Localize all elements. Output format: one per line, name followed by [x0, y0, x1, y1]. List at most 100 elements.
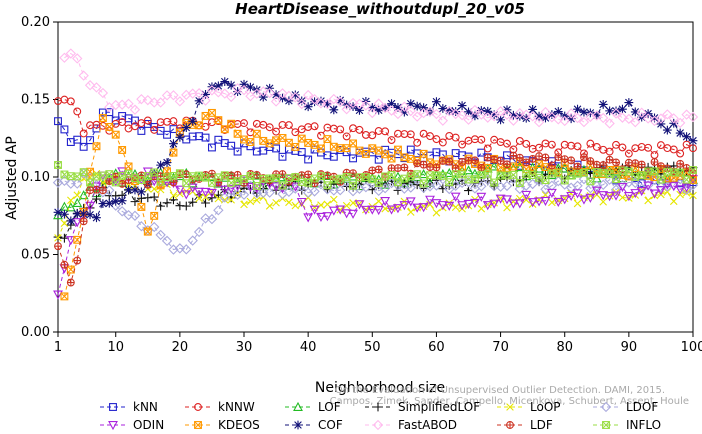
- legend-marker: [109, 403, 117, 411]
- data-point-loop: [317, 201, 325, 209]
- data-point-kdeos: [689, 176, 697, 184]
- data-point-ldf: [567, 156, 575, 164]
- data-point-inflo: [195, 171, 203, 180]
- data-point-ldof: [501, 180, 513, 192]
- data-point-kdeos: [592, 170, 601, 178]
- data-point-knn: [413, 149, 422, 158]
- data-point-knnw: [586, 139, 595, 148]
- data-point-knnw: [381, 127, 390, 136]
- data-point-kdeos: [368, 144, 377, 153]
- data-point-ldof: [360, 182, 372, 193]
- chart-title: HeartDisease_withoutdupl_20_v05: [235, 0, 525, 18]
- data-point-kdeos: [361, 149, 370, 158]
- data-point-loop: [67, 196, 75, 205]
- data-point-kdeos: [227, 119, 236, 128]
- data-point-kdeos: [98, 114, 107, 122]
- data-point-inflo: [124, 169, 133, 178]
- data-point-kdeos: [496, 163, 505, 172]
- data-point-inflo: [516, 179, 524, 187]
- legend-item-cof: COF: [285, 418, 343, 432]
- data-point-ldof: [123, 209, 134, 221]
- data-point-cof: [547, 110, 557, 119]
- data-point-ldf: [439, 157, 447, 165]
- data-point-cof: [509, 110, 518, 120]
- data-point-cof: [104, 198, 114, 208]
- data-point-inflo: [291, 173, 300, 181]
- data-point-knn: [374, 155, 383, 164]
- data-point-fastabod: [476, 109, 487, 120]
- data-point-inflo: [227, 179, 235, 187]
- data-point-ldf: [182, 170, 190, 178]
- data-point-cof: [553, 107, 563, 116]
- data-point-ldf: [657, 162, 665, 170]
- data-point-cof: [399, 107, 409, 117]
- data-point-ldf: [542, 154, 549, 161]
- data-point-inflo: [182, 179, 191, 188]
- data-point-inflo: [676, 168, 685, 177]
- data-point-odin: [463, 199, 474, 210]
- data-point-odin: [354, 200, 365, 210]
- data-point-loop: [150, 185, 159, 193]
- data-point-inflo: [310, 174, 319, 183]
- data-point-knnw: [624, 149, 633, 158]
- legend-marker: [506, 421, 514, 429]
- data-point-loop: [451, 203, 460, 211]
- data-point-loop: [195, 194, 203, 203]
- data-point-fastabod: [482, 112, 493, 123]
- data-point-loop: [618, 193, 627, 202]
- data-point-ldf: [298, 171, 306, 179]
- data-point-fastabod: [559, 115, 570, 127]
- legend-label: LOF: [318, 400, 341, 414]
- data-point-knnw: [60, 95, 69, 104]
- legend: kNN kNNW LOF SimplifiedLOF LoOP LDOF ODIN KDEOS…: [100, 400, 661, 432]
- data-point-simplifiedlof: [464, 186, 473, 196]
- data-point-fastabod: [687, 111, 699, 123]
- data-point-inflo: [682, 175, 691, 184]
- data-point-kdeos: [201, 112, 210, 120]
- data-point-knnw: [451, 133, 460, 142]
- data-point-cof: [380, 103, 390, 113]
- data-point-loop: [669, 197, 678, 206]
- data-point-kdeos: [253, 129, 261, 138]
- data-point-ldf: [458, 158, 466, 166]
- data-point-odin: [521, 190, 532, 201]
- data-point-knnw: [355, 125, 364, 134]
- legend-marker: [108, 421, 118, 431]
- data-point-kdeos: [150, 211, 159, 220]
- data-point-fastabod: [623, 113, 635, 125]
- data-point-cof: [457, 101, 467, 110]
- data-point-fastabod: [444, 105, 455, 117]
- data-point-kdeos: [111, 130, 120, 139]
- data-point-ldf: [170, 179, 177, 186]
- data-point-simplifiedlof: [188, 197, 198, 207]
- data-point-fastabod: [572, 112, 583, 124]
- data-point-cof: [387, 99, 396, 109]
- data-point-odin: [585, 193, 596, 203]
- data-point-knn: [323, 151, 332, 160]
- data-point-fastabod: [213, 87, 224, 98]
- legend-item-knn: kNN: [100, 400, 158, 414]
- data-point-ldf: [240, 179, 248, 187]
- data-point-inflo: [689, 166, 697, 174]
- data-point-fastabod: [642, 113, 654, 124]
- data-point-inflo: [374, 178, 383, 187]
- data-point-kdeos: [195, 121, 204, 130]
- data-point-odin: [579, 195, 589, 205]
- y-tick-label: 0.15: [21, 93, 50, 108]
- data-point-kdeos: [400, 153, 409, 162]
- data-point-cof: [355, 105, 364, 115]
- data-point-kdeos: [259, 137, 268, 145]
- data-point-inflo: [176, 169, 184, 178]
- data-point-odin: [405, 197, 416, 207]
- data-point-ldf: [137, 172, 145, 179]
- data-point-knn: [272, 144, 281, 153]
- data-point-ldf: [349, 169, 357, 177]
- data-point-inflo: [567, 171, 575, 180]
- data-point-ldof: [444, 183, 455, 195]
- data-point-fastabod: [296, 98, 307, 110]
- data-point-loop: [201, 193, 210, 201]
- data-point-ldf: [580, 153, 588, 161]
- data-point-odin: [65, 236, 76, 246]
- data-point-knnw: [368, 131, 377, 140]
- data-point-loop: [689, 191, 697, 200]
